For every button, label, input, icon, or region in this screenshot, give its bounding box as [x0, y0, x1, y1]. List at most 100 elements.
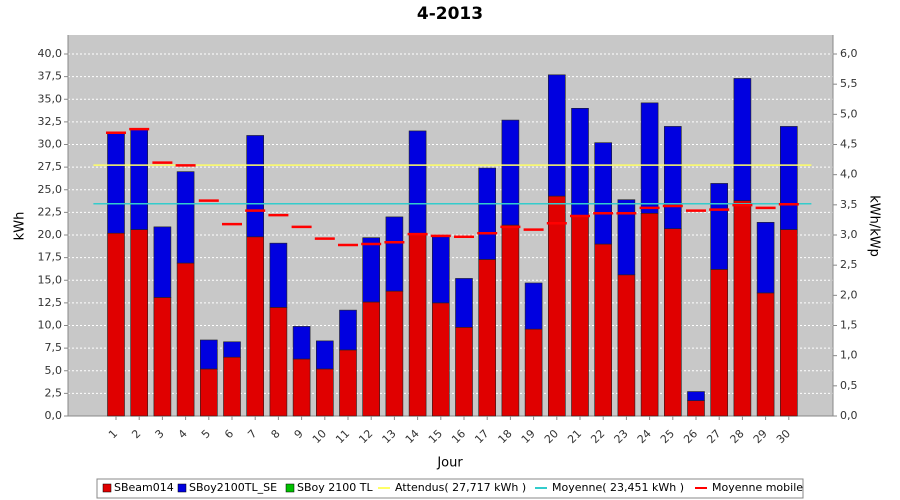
y-tick-label: 5,0: [45, 364, 63, 377]
x-tick-label: 4: [176, 427, 190, 441]
x-tick-label: 12: [356, 427, 375, 446]
legend-label: SBoy 2100 TL: [297, 481, 373, 494]
y2-tick-label: 1,0: [840, 349, 858, 362]
bar-segment: [176, 262, 195, 417]
x-tick-label: 18: [496, 427, 515, 446]
y-tick-label: 7,5: [45, 341, 63, 354]
bar-segment: [200, 339, 218, 370]
y2-axis-title: kWh/kWp: [867, 195, 882, 257]
x-tick-label: 20: [542, 427, 561, 446]
bar-segment: [640, 212, 659, 417]
bar-segment: [339, 349, 357, 417]
bar-segment: [710, 183, 729, 270]
y2-tick-label: 0,5: [840, 379, 858, 392]
y2-tick-label: 0,0: [840, 409, 858, 422]
bar-segment: [315, 340, 334, 370]
bar-segment: [733, 78, 752, 201]
bar-segment: [478, 167, 497, 260]
y2-tick-label: 1,5: [840, 319, 858, 332]
legend-swatch: [285, 483, 295, 493]
legend-label: Attendus( 27,717 kWh ): [395, 481, 526, 494]
x-tick-label: 5: [199, 427, 213, 441]
bar-segment: [246, 236, 264, 417]
bar-segment: [571, 215, 589, 417]
bar-segment: [594, 142, 613, 245]
bar-segment: [339, 309, 357, 351]
legend-label: Moyenne( 23,451 kWh ): [552, 481, 684, 494]
x-tick-label: 21: [565, 427, 584, 446]
y2-tick-label: 3,0: [840, 228, 858, 241]
bar-segment: [617, 274, 636, 417]
y2-tick-label: 4,5: [840, 138, 858, 151]
bar-segment: [408, 130, 427, 234]
bar-segment: [710, 269, 729, 417]
y-tick-label: 12,5: [38, 296, 63, 309]
y-tick-label: 22,5: [38, 205, 63, 218]
x-tick-label: 30: [774, 427, 793, 446]
bar-segment: [223, 356, 241, 417]
chart-title: 4-2013: [417, 4, 483, 24]
y-tick-label: 10,0: [38, 319, 63, 332]
bar-segment: [455, 278, 473, 328]
bar-segment: [501, 119, 520, 226]
bar-segment: [385, 290, 404, 417]
bar-segment: [107, 232, 125, 417]
bar-segment: [315, 368, 334, 417]
bar-segment: [733, 200, 752, 417]
y-tick-label: 27,5: [38, 160, 63, 173]
bar-segment: [640, 102, 659, 214]
x-tick-label: 15: [426, 427, 445, 446]
bar-segment: [408, 232, 427, 417]
y-tick-label: 2,5: [45, 386, 63, 399]
y2-tick-label: 3,5: [840, 198, 858, 211]
bar-segment: [223, 341, 241, 358]
bar-segment: [547, 195, 566, 417]
legend-swatch: [102, 483, 112, 493]
bar-segment: [524, 282, 543, 330]
bar-segment: [362, 301, 381, 417]
bar-segment: [107, 131, 125, 234]
bar-segment: [571, 108, 589, 217]
legend-box: [96, 478, 804, 499]
bar-segment: [524, 328, 543, 417]
x-tick-label: 17: [472, 427, 491, 446]
x-tick-label: 2: [129, 427, 143, 441]
bar-segment: [617, 199, 636, 276]
bar-segment: [130, 128, 148, 230]
bar-segment: [431, 236, 450, 304]
bar-segment: [779, 229, 798, 417]
bar-segment: [501, 224, 520, 417]
bar-segment: [478, 259, 497, 417]
bar-segment: [663, 126, 682, 229]
legend-label: SBeam014: [114, 481, 174, 494]
bar-segment: [547, 74, 566, 197]
x-axis-title: Jour: [436, 456, 463, 471]
bar-segment: [756, 292, 775, 417]
x-tick-label: 14: [403, 427, 422, 446]
x-tick-label: 7: [245, 427, 259, 441]
bar-segment: [687, 391, 705, 401]
bar-segment: [362, 237, 381, 303]
bar-segment: [292, 326, 311, 360]
x-tick-label: 10: [310, 427, 329, 446]
x-tick-label: 11: [333, 427, 352, 446]
x-tick-label: 27: [704, 427, 723, 446]
bar-segment: [269, 307, 288, 417]
x-tick-label: 13: [380, 427, 399, 446]
y2-tick-label: 4,0: [840, 168, 858, 181]
y2-tick-label: 2,5: [840, 258, 858, 271]
y-tick-label: 35,0: [38, 92, 63, 105]
bar-segment: [153, 226, 172, 298]
bar-segment: [455, 327, 473, 417]
bar-segment: [176, 171, 195, 264]
bar-segment: [687, 400, 705, 417]
x-tick-label: 23: [612, 427, 631, 446]
y-tick-label: 17,5: [38, 251, 63, 264]
x-tick-label: 1: [106, 427, 120, 441]
bar-segment: [594, 243, 613, 417]
bar-segment: [130, 229, 148, 417]
bar-segment: [756, 222, 775, 294]
x-tick-label: 22: [588, 427, 607, 446]
y-tick-label: 0,0: [45, 409, 63, 422]
